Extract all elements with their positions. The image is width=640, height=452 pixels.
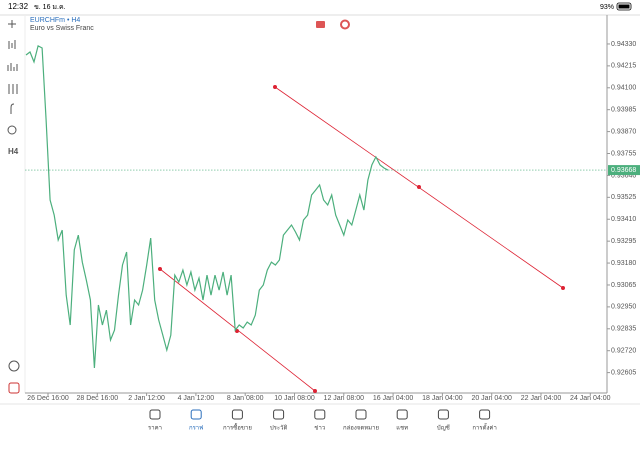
status-time: 12:32 [8, 2, 29, 11]
y-tick-label: 0.92835 [611, 326, 636, 333]
x-tick-label: 2 Jan 12:00 [128, 395, 165, 402]
y-tick-label: 0.93870 [611, 128, 636, 135]
trendline-handle[interactable] [234, 328, 239, 333]
nav-label[interactable]: ข่าว [314, 425, 325, 432]
y-tick-label: 0.93180 [611, 260, 636, 267]
nav-label[interactable]: ประวัติ [270, 425, 288, 432]
nav-icon[interactable] [355, 409, 367, 420]
y-tick-label: 0.93640 [611, 172, 636, 179]
y-tick-label: 0.93065 [611, 282, 636, 289]
battery-level [618, 4, 630, 9]
bars-tool[interactable] [7, 63, 18, 71]
x-tick-label: 22 Jan 04:00 [521, 395, 562, 402]
y-tick-label: 0.94330 [611, 41, 636, 48]
nav-icon[interactable] [314, 409, 326, 420]
trendline-handle[interactable] [312, 388, 317, 393]
price-line [25, 45, 389, 369]
nav-icon[interactable] [231, 409, 243, 420]
battery-icon [616, 2, 632, 11]
left-toolbar [7, 20, 20, 394]
nav-icon[interactable] [396, 409, 408, 420]
y-tick-label: 0.92605 [611, 369, 636, 376]
nav-label[interactable]: แชท [396, 425, 408, 432]
y-tick-label: 0.92950 [611, 304, 636, 311]
trendline-handle[interactable] [561, 285, 566, 290]
function-tool[interactable] [10, 103, 15, 114]
y-tick-label: 0.93755 [611, 150, 636, 157]
current-price-label: 0.93668 [611, 167, 636, 174]
x-tick-label: 12 Jan 08:00 [324, 395, 365, 402]
signals-tool[interactable] [8, 360, 20, 372]
status-battery: 93% [600, 4, 614, 11]
indicators-tool[interactable] [8, 84, 18, 94]
x-tick-label: 10 Jan 08:00 [274, 395, 315, 402]
y-tick-label: 0.93295 [611, 238, 636, 245]
nav-label[interactable]: ราคา [148, 425, 162, 432]
y-tick-label: 0.93985 [611, 107, 636, 114]
nav-label[interactable]: กล่องจดหมาย [343, 425, 379, 432]
one-click-icon[interactable] [316, 21, 325, 28]
nav-icon[interactable] [479, 409, 491, 420]
nav-label[interactable]: บัญชี [437, 424, 450, 432]
nav-label[interactable]: การตั้งค่า [472, 422, 496, 432]
x-tick-label: 8 Jan 08:00 [227, 395, 264, 402]
trendline-handle[interactable] [416, 184, 421, 189]
y-tick-label: 0.94215 [611, 63, 636, 70]
x-tick-label: 20 Jan 04:00 [471, 395, 512, 402]
x-tick-label: 24 Jan 04:00 [570, 395, 611, 402]
x-tick-label: 18 Jan 04:00 [422, 395, 463, 402]
trade-tool[interactable] [8, 382, 20, 394]
x-tick-label: 16 Jan 04:00 [373, 395, 414, 402]
chart-subtitle: Euro vs Swiss Franc [30, 25, 94, 32]
timeframe-button[interactable]: H4 [8, 147, 19, 156]
market-icon[interactable] [340, 19, 350, 30]
x-tick-label: 28 Dec 16:00 [76, 395, 118, 402]
chart-title: EURCHFm • H4 [30, 17, 80, 24]
nav-icon[interactable] [190, 409, 202, 420]
nav-icon[interactable] [273, 409, 285, 420]
current-price-tag [608, 165, 640, 176]
y-tick-label: 0.93525 [611, 194, 636, 201]
nav-icon[interactable] [437, 409, 449, 420]
x-tick-label: 26 Dec 16:00 [27, 395, 69, 402]
y-tick-label: 0.93410 [611, 216, 636, 223]
nav-label[interactable]: กราฟ [189, 425, 203, 432]
status-date: ข. 16 ม.ค. [34, 4, 66, 11]
trendlines [157, 85, 566, 393]
trendline-handle[interactable] [272, 85, 277, 90]
trendline-handle[interactable] [157, 266, 162, 271]
nav-icon[interactable] [149, 409, 161, 420]
objects-tool[interactable] [7, 125, 17, 135]
crosshair-tool[interactable] [8, 20, 16, 28]
nav-label[interactable]: การซื้อขาย [223, 422, 252, 432]
chart-type-tool[interactable] [8, 40, 16, 49]
x-tick-label: 4 Jan 12:00 [178, 395, 215, 402]
y-tick-label: 0.94100 [611, 85, 636, 92]
y-tick-label: 0.92720 [611, 348, 636, 355]
